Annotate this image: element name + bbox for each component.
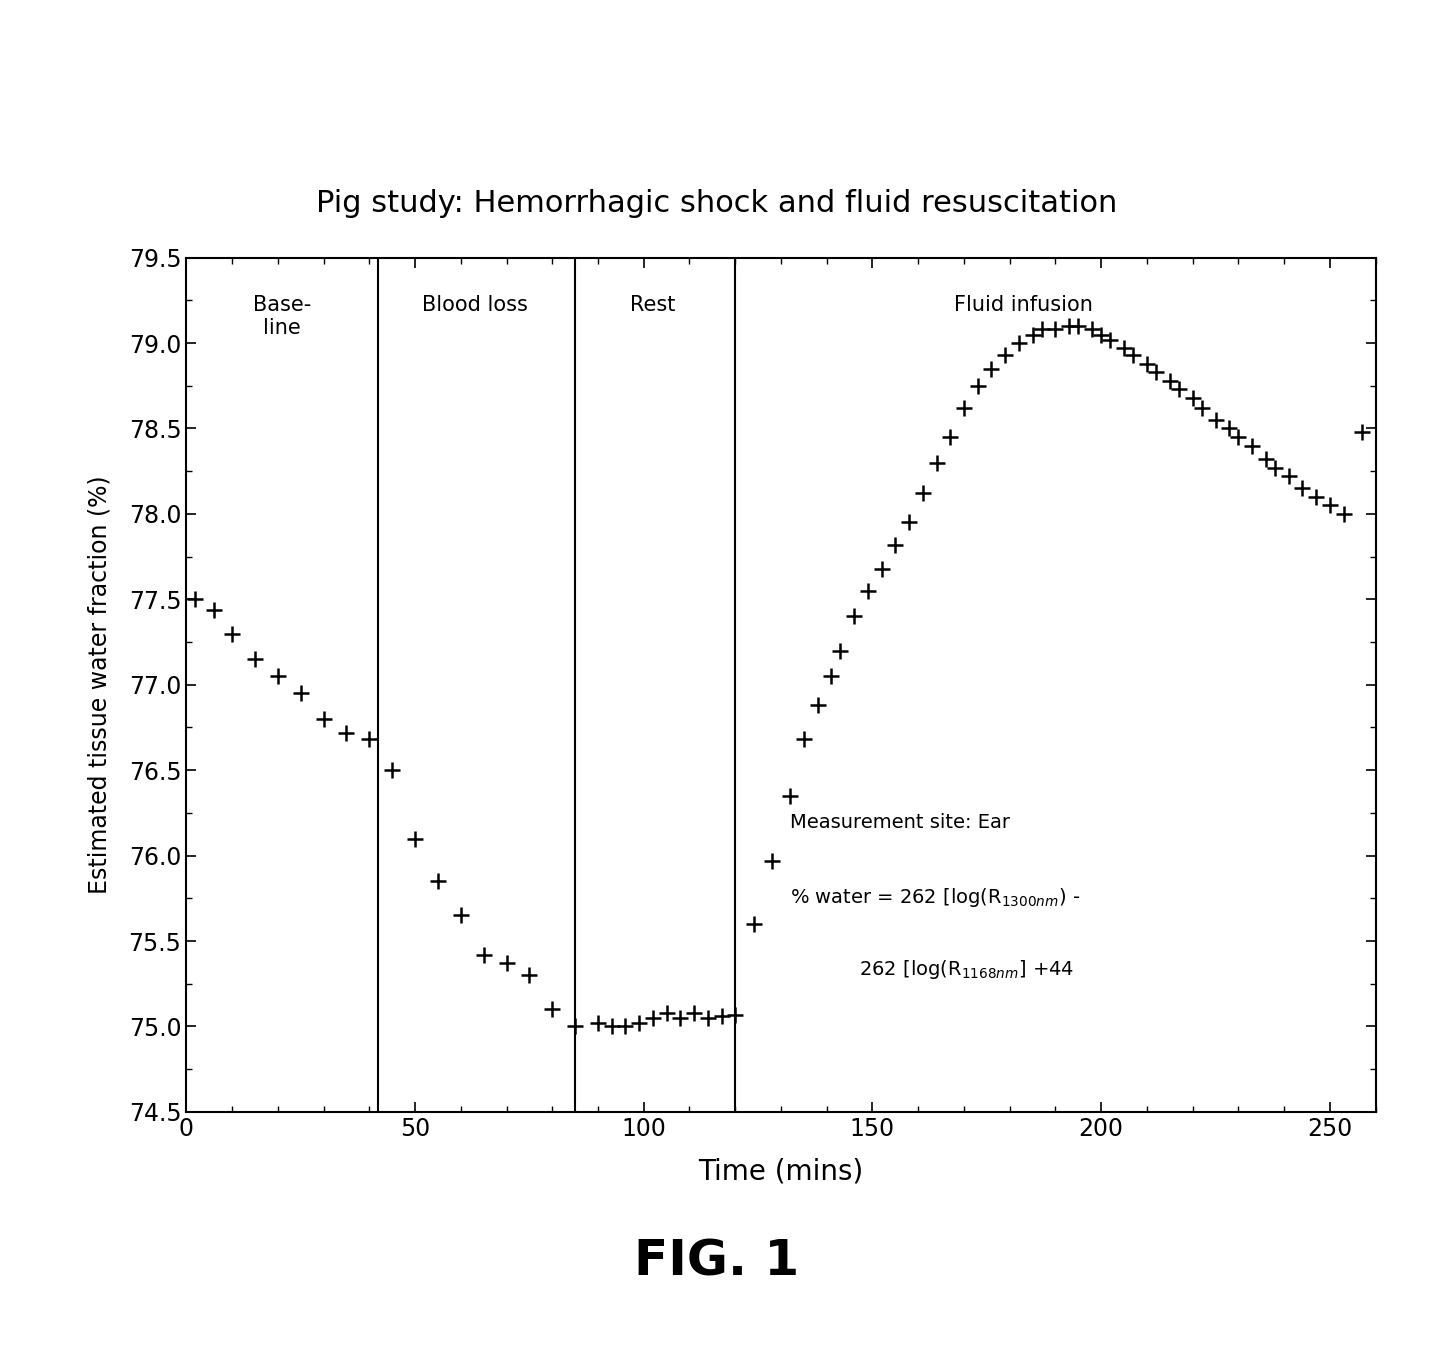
- Text: Rest: Rest: [631, 296, 675, 315]
- Text: Blood loss: Blood loss: [421, 296, 527, 315]
- Text: Pig study: Hemorrhagic shock and fluid resuscitation: Pig study: Hemorrhagic shock and fluid r…: [315, 188, 1118, 218]
- Text: Base-
line: Base- line: [254, 296, 311, 339]
- Text: Fluid infusion: Fluid infusion: [954, 296, 1093, 315]
- Text: % water = 262 [log(R$_{1300nm}$) -: % water = 262 [log(R$_{1300nm}$) -: [790, 887, 1080, 910]
- Text: FIG. 1: FIG. 1: [633, 1237, 800, 1285]
- Y-axis label: Estimated tissue water fraction (%): Estimated tissue water fraction (%): [87, 476, 112, 894]
- X-axis label: Time (mins): Time (mins): [698, 1158, 864, 1185]
- Text: 262 [log(R$_{1168nm}$] +44: 262 [log(R$_{1168nm}$] +44: [858, 959, 1073, 982]
- Text: Measurement site: Ear: Measurement site: Ear: [790, 812, 1010, 833]
